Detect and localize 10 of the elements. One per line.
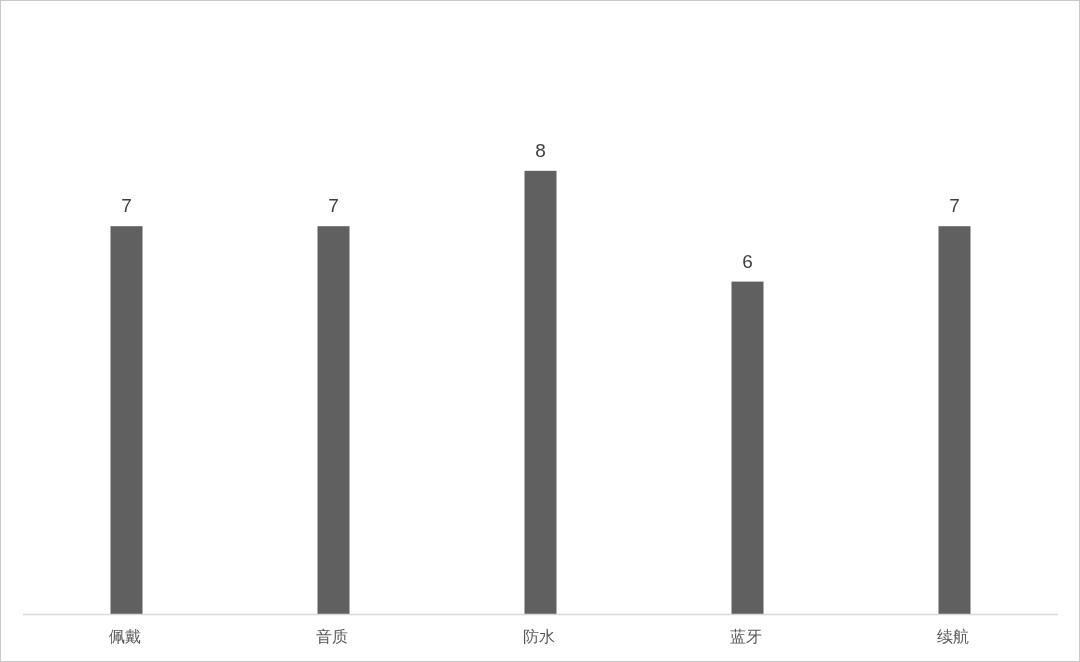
data-label: 7 xyxy=(121,195,132,217)
x-tick-label: 音质 xyxy=(315,627,348,646)
x-tick-label: 续航 xyxy=(936,627,969,646)
data-label: 6 xyxy=(742,250,753,272)
x-tick-label: 蓝牙 xyxy=(729,627,762,646)
data-label: 7 xyxy=(949,195,960,217)
data-label: 7 xyxy=(328,195,339,217)
data-label: 8 xyxy=(535,139,546,161)
x-tick-label: 防水 xyxy=(522,627,555,646)
x-tick-label: 佩戴 xyxy=(108,627,141,646)
